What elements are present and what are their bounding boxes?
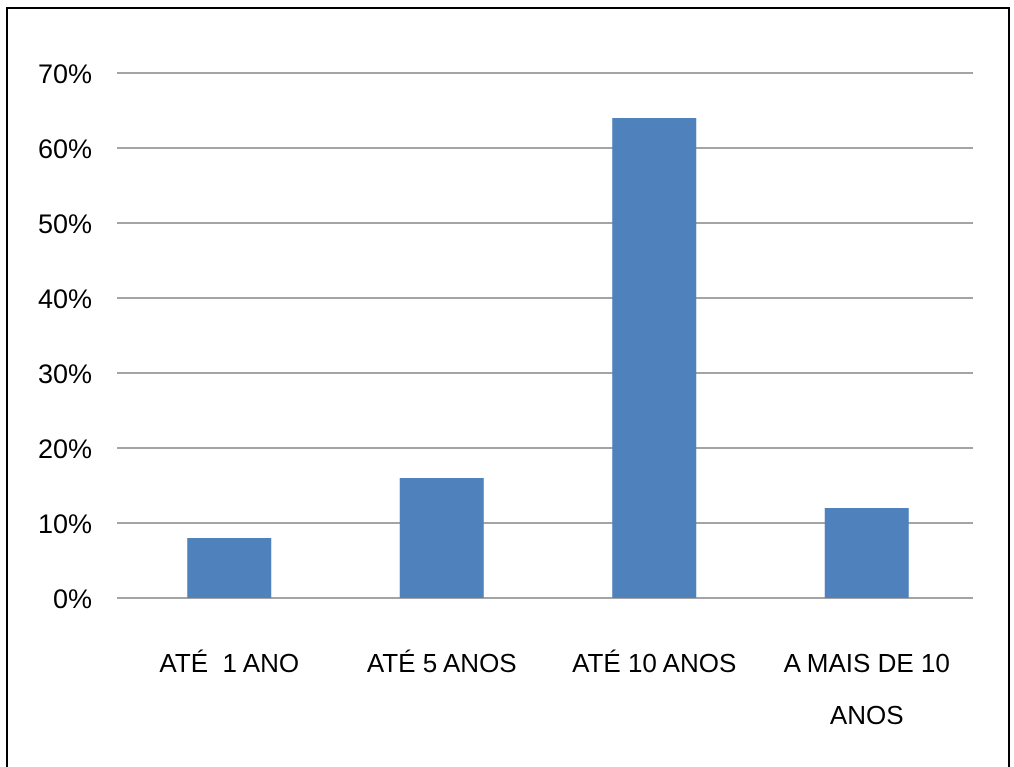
chart-frame [6, 7, 1010, 767]
y-tick-label: 0% [53, 584, 92, 614]
x-category-label: A MAIS DE 10 [784, 648, 950, 678]
bar [824, 508, 909, 598]
y-tick-label: 20% [38, 434, 92, 464]
x-category-label: ANOS [830, 700, 904, 730]
x-category-label: ATÉ 5 ANOS [367, 648, 517, 678]
y-tick-label: 30% [38, 359, 92, 389]
y-tick-label: 60% [38, 134, 92, 164]
y-tick-label: 10% [38, 509, 92, 539]
y-tick-label: 40% [38, 284, 92, 314]
bar [612, 118, 697, 598]
y-tick-label: 70% [38, 59, 92, 89]
y-tick-label: 50% [38, 209, 92, 239]
bar [187, 538, 272, 598]
x-category-label: ATÉ 1 ANO [159, 648, 299, 678]
bar [399, 478, 484, 598]
x-category-label: ATÉ 10 ANOS [572, 648, 736, 678]
